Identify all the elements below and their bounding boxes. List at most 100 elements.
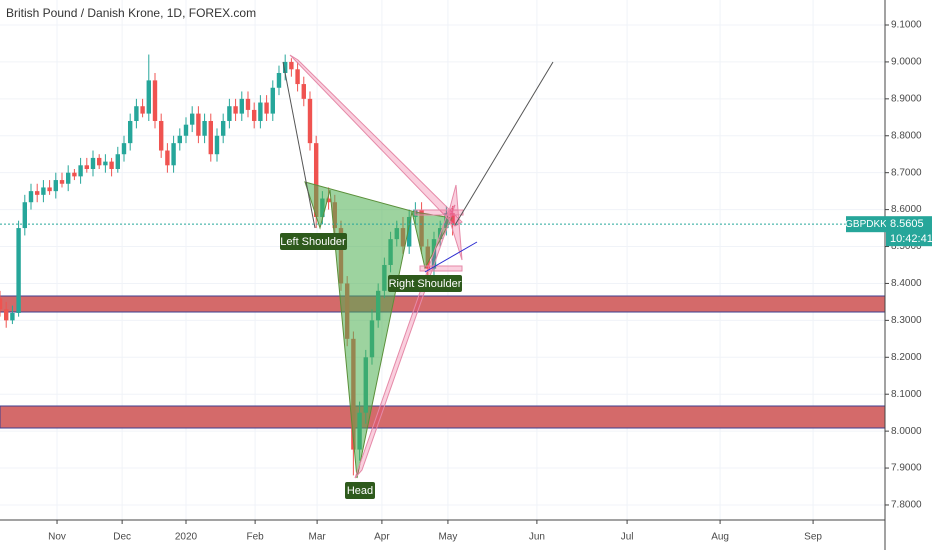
channel bbox=[414, 209, 464, 216]
axes: 9.1000 9.0000 8.9000 8.8000 8.7000 8.6000 8.50… bbox=[48, 20, 922, 543]
candle-body bbox=[295, 69, 300, 85]
candle-body bbox=[289, 61, 294, 70]
candle-body bbox=[227, 106, 232, 121]
x-tick-label: Jul bbox=[621, 532, 634, 543]
x-tick-label: Mar bbox=[308, 532, 326, 543]
y-tick-label: 8.5000 bbox=[891, 241, 922, 252]
candle-body bbox=[177, 135, 182, 144]
x-tick-label: Nov bbox=[48, 532, 66, 543]
candle-body bbox=[146, 80, 151, 114]
candle-body bbox=[196, 113, 201, 136]
candle-body bbox=[115, 154, 120, 169]
candle-body bbox=[78, 165, 83, 177]
y-tick-label: 8.7000 bbox=[891, 167, 922, 178]
x-tick-label: Apr bbox=[374, 532, 390, 543]
symbol: GBPDKK bbox=[845, 219, 887, 230]
y-tick-label: 8.1000 bbox=[891, 389, 922, 400]
candle-body bbox=[258, 102, 263, 121]
candle-body bbox=[406, 216, 412, 247]
channel bbox=[447, 184, 463, 261]
candle-body bbox=[202, 120, 207, 136]
candle-body bbox=[171, 143, 176, 166]
y-tick-label: 8.2000 bbox=[891, 352, 922, 363]
candle-body bbox=[270, 87, 275, 114]
candle-body bbox=[53, 180, 58, 192]
candle-body bbox=[84, 165, 89, 169]
annotation: Head bbox=[347, 485, 373, 497]
candle-body bbox=[165, 150, 170, 166]
label-box bbox=[345, 482, 375, 499]
symbol-box bbox=[846, 216, 886, 233]
candle-body bbox=[431, 239, 437, 269]
x-tick-label: Sep bbox=[804, 532, 822, 543]
candle-body bbox=[276, 72, 282, 88]
candle-body bbox=[450, 213, 455, 225]
y-tick-label: 8.8000 bbox=[891, 130, 922, 141]
candle-body bbox=[127, 120, 133, 144]
projection-line bbox=[454, 61, 554, 226]
y-tick-label: 7.8000 bbox=[891, 500, 922, 511]
y-tick-label: 8.4000 bbox=[891, 278, 922, 289]
y-tick-label: 9.0000 bbox=[891, 57, 922, 68]
candle-body bbox=[59, 180, 65, 184]
candle-body bbox=[208, 120, 213, 155]
annotation: Left Shoulder bbox=[280, 236, 346, 248]
channel bbox=[289, 54, 463, 227]
y-tick-label: 7.9000 bbox=[891, 463, 922, 474]
last-price: 8.5605 bbox=[890, 218, 924, 230]
projection-line bbox=[282, 61, 316, 229]
x-tick-label: Aug bbox=[711, 532, 729, 543]
candle-body bbox=[233, 106, 238, 114]
y-tick-label: 9.1000 bbox=[891, 20, 922, 31]
price-box bbox=[886, 216, 932, 247]
candle-body bbox=[239, 98, 244, 114]
candle-body bbox=[140, 106, 145, 114]
x-tick-label: May bbox=[438, 532, 457, 543]
candle-body bbox=[96, 157, 102, 166]
candle-body bbox=[264, 102, 269, 114]
candle-body bbox=[109, 161, 114, 169]
candle-body bbox=[326, 198, 331, 203]
candle-body bbox=[41, 187, 46, 195]
candle-body bbox=[47, 187, 52, 192]
candle-body bbox=[183, 124, 189, 136]
demand-zone bbox=[0, 405, 886, 429]
candle-body bbox=[10, 312, 15, 321]
channel bbox=[354, 204, 456, 479]
candle-body bbox=[214, 135, 220, 155]
chart-title: British Pound / Danish Krone, 1D, FOREX.… bbox=[6, 6, 256, 20]
grid bbox=[0, 0, 885, 520]
candle-body bbox=[3, 309, 9, 321]
candle-body bbox=[90, 157, 96, 169]
annotation: Right Shoulder bbox=[389, 278, 462, 290]
y-tick-label: 8.0000 bbox=[891, 426, 922, 437]
candle-body bbox=[307, 98, 313, 144]
y-tick-label: 8.9000 bbox=[891, 93, 922, 104]
candle-body bbox=[152, 80, 158, 121]
candle-body bbox=[72, 172, 77, 177]
time-axis bbox=[0, 520, 885, 550]
candle-body bbox=[220, 120, 226, 136]
trend-line bbox=[424, 241, 478, 273]
countdown: 10:42:41 bbox=[890, 233, 932, 245]
candle-body bbox=[22, 202, 27, 229]
candle-body bbox=[28, 191, 34, 203]
pattern-fill bbox=[304, 181, 453, 479]
price-axis bbox=[885, 0, 932, 550]
x-tick-label: 2020 bbox=[175, 532, 198, 543]
x-tick-label: Dec bbox=[113, 532, 131, 543]
y-tick-label: 8.3000 bbox=[891, 315, 922, 326]
candle-body bbox=[65, 172, 71, 184]
candle-body bbox=[282, 61, 288, 73]
candle-body bbox=[134, 106, 139, 121]
supply-zone bbox=[0, 295, 886, 313]
x-tick-label: Jun bbox=[529, 532, 545, 543]
candle-body bbox=[158, 120, 164, 151]
candle-body bbox=[103, 161, 108, 166]
candle-body bbox=[245, 98, 251, 110]
label-box bbox=[280, 233, 347, 250]
candle-body bbox=[34, 191, 40, 195]
x-tick-label: Feb bbox=[246, 532, 264, 543]
channel bbox=[419, 265, 463, 272]
